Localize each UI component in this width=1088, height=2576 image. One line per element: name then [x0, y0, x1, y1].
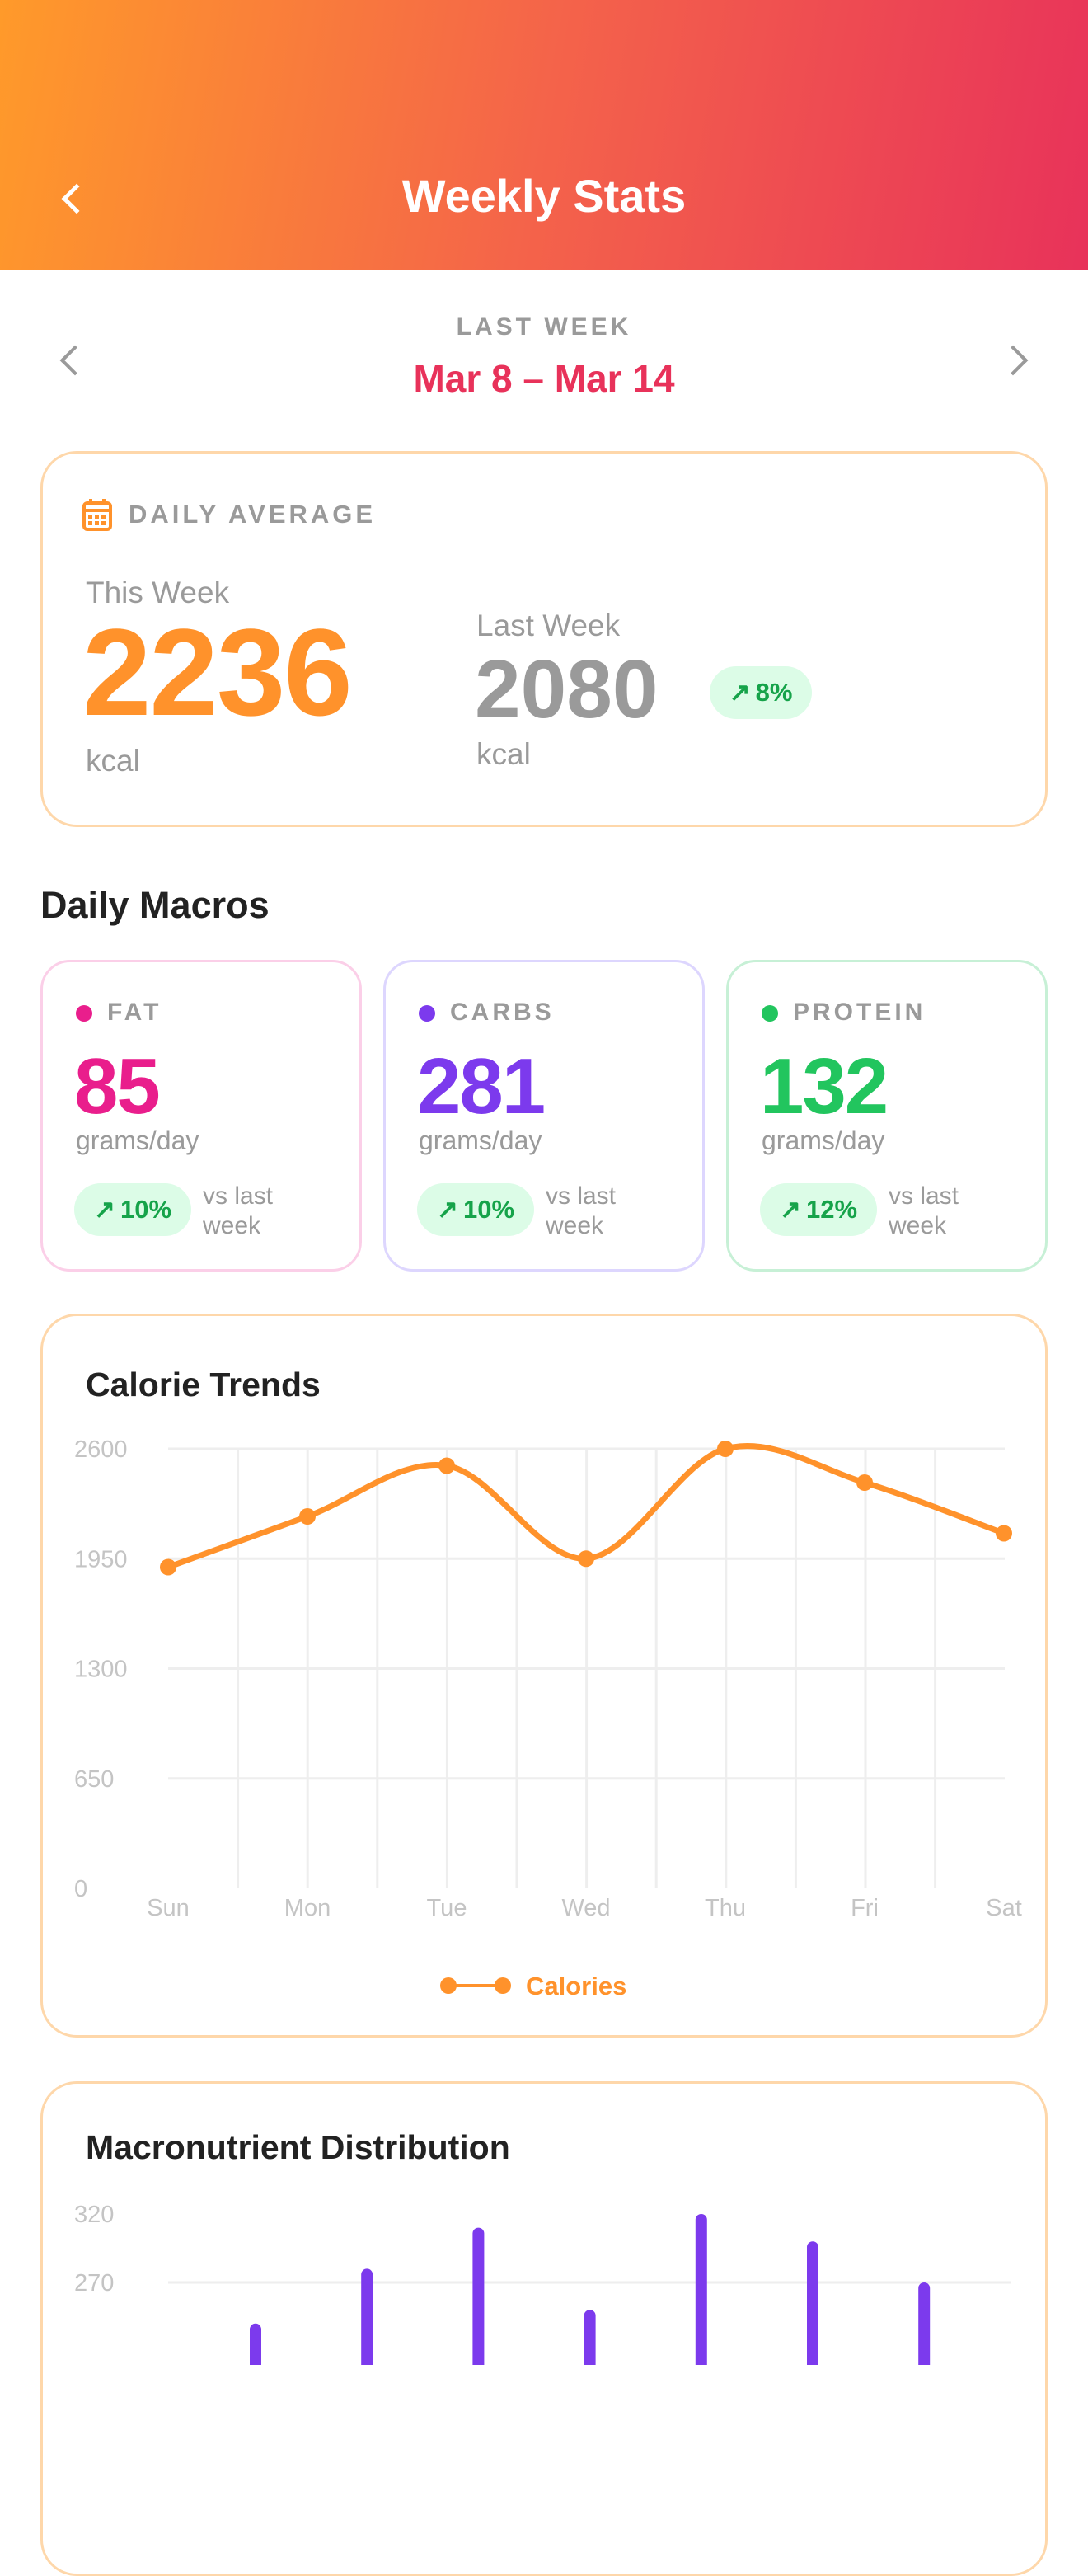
macro-vs-label: vs last week [203, 1182, 274, 1239]
carbs-bar [918, 2282, 931, 2365]
last-week-unit: kcal [476, 737, 531, 771]
calories-data-point [299, 1508, 316, 1525]
carbs-bar [695, 2214, 707, 2365]
daily-average-title: DAILY AVERAGE [129, 500, 377, 529]
calories-data-point [160, 1558, 176, 1576]
this-week-unit: kcal [86, 744, 140, 778]
macro-value: 132 [760, 1042, 889, 1131]
carbs-bar [472, 2227, 485, 2365]
macro-unit: grams/day [76, 1126, 199, 1155]
calorie-trends-title: Calorie Trends [86, 1366, 321, 1403]
macro-value: 85 [74, 1042, 161, 1131]
macro-vs-label: vs last week [546, 1182, 617, 1239]
legend-label: Calories [526, 1972, 626, 2000]
daily-macros-title: Daily Macros [40, 884, 270, 926]
macro-label: FAT [107, 999, 162, 1026]
this-week-value: 2236 [82, 603, 353, 741]
page-title: Weekly Stats [401, 170, 687, 222]
macro-change-badge: ↗ 10% [417, 1183, 534, 1236]
trending-up-icon: ↗ [729, 678, 751, 707]
carbs-bar [250, 2323, 261, 2365]
calories-data-point [578, 1550, 594, 1568]
macronutrient-bar-chart: 270 320 [74, 2202, 1011, 2365]
last-week-value: 2080 [475, 643, 659, 736]
header: Weekly Stats [0, 0, 1088, 270]
calories-data-point [856, 1474, 873, 1491]
macro-change: 12% [805, 1195, 858, 1224]
daily-average-card: DAILY AVERAGE This Week 2236 kcal Last W… [40, 451, 1048, 827]
trending-up-icon: ↗ [436, 1195, 458, 1224]
week-label: LAST WEEK [456, 313, 632, 341]
calorie-line-chart: 0 650 1300 1950 2600 Sun Mon Tue Wed Thu Fri Sat Cal… [74, 1436, 1022, 2000]
trending-up-icon: ↗ [93, 1195, 115, 1224]
y-tick-label: 270 [74, 2270, 114, 2296]
x-tick-label: Sun [147, 1895, 190, 1921]
calories-data-point [438, 1457, 455, 1474]
macro-label: PROTEIN [793, 999, 926, 1026]
macronutrient-distribution-title: Macronutrient Distribution [86, 2128, 510, 2166]
macro-label: CARBS [450, 999, 555, 1026]
x-tick-label: Sat [986, 1895, 1022, 1921]
macro-card-fat: FAT 85 grams/day ↗ 10% vs last week [40, 960, 362, 1272]
legend-marker [440, 1977, 457, 1994]
x-tick-label: Tue [427, 1895, 467, 1921]
change-value: 8% [755, 678, 793, 707]
macro-card-protein: PROTEIN 132 grams/day ↗ 12% vs last week [726, 960, 1048, 1272]
y-tick-label: 1950 [74, 1546, 128, 1572]
macro-unit: grams/day [419, 1126, 542, 1155]
trending-up-icon: ↗ [779, 1195, 801, 1224]
legend-marker [495, 1977, 511, 1994]
x-tick-label: Wed [561, 1895, 610, 1921]
macro-change: 10% [120, 1195, 172, 1224]
y-tick-label: 0 [74, 1876, 87, 1902]
x-tick-label: Thu [705, 1895, 746, 1921]
calories-data-point [717, 1441, 734, 1457]
calorie-trends-card: Calorie Trends [40, 1314, 1048, 2038]
macro-color-dot [419, 1005, 435, 1022]
carbs-bar [361, 2268, 373, 2365]
carbs-bar [807, 2241, 818, 2365]
y-tick-label: 2600 [74, 1436, 128, 1463]
y-tick-label: 320 [74, 2202, 114, 2228]
x-tick-label: Fri [851, 1895, 879, 1921]
macro-value: 281 [417, 1042, 546, 1131]
macro-color-dot [76, 1005, 92, 1022]
last-week-label: Last Week [476, 609, 621, 642]
macro-card-carbs: CARBS 281 grams/day ↗ 10% vs last week [383, 960, 705, 1272]
macro-color-dot [762, 1005, 778, 1022]
this-week-label: This Week [86, 576, 230, 609]
calendar-icon [82, 499, 112, 531]
macro-change: 10% [462, 1195, 515, 1224]
carbs-bar [584, 2310, 596, 2365]
week-range: Mar 8 – Mar 14 [413, 357, 675, 400]
change-badge: ↗ 8% [710, 666, 812, 719]
y-tick-label: 1300 [74, 1657, 128, 1683]
macro-vs-label: vs last week [889, 1182, 959, 1239]
macro-unit: grams/day [762, 1126, 885, 1155]
macro-change-badge: ↗ 10% [74, 1183, 191, 1236]
calories-data-point [996, 1525, 1012, 1542]
y-tick-label: 650 [74, 1766, 114, 1793]
x-tick-label: Mon [284, 1895, 331, 1921]
macro-change-badge: ↗ 12% [760, 1183, 877, 1236]
